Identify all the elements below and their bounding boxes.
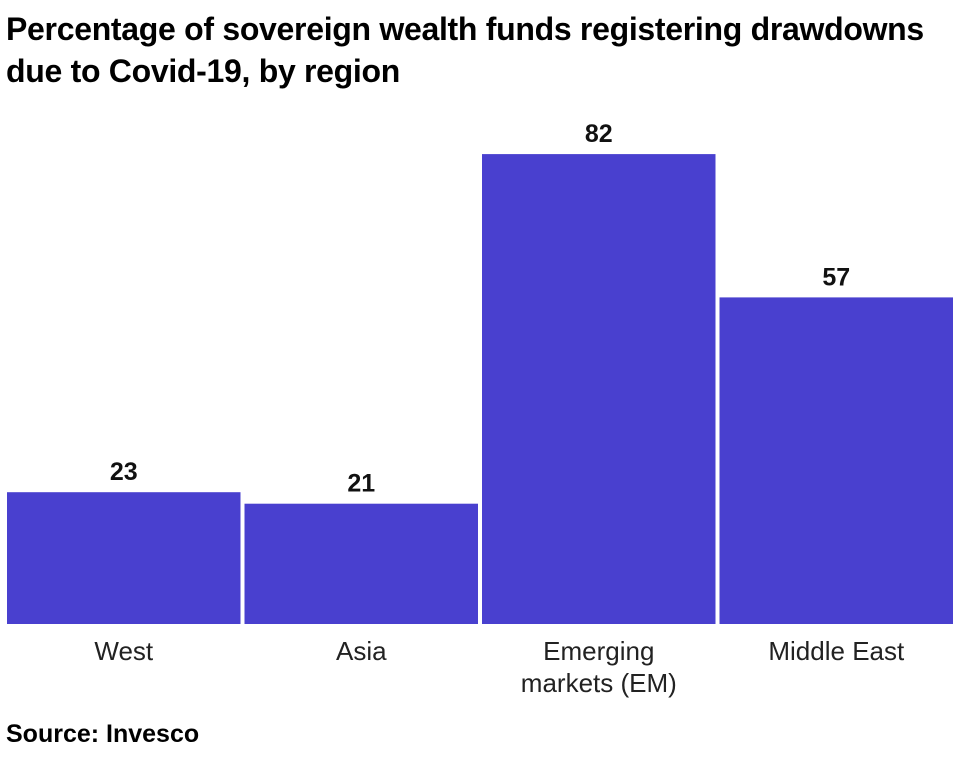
chart-title: Percentage of sovereign wealth funds reg… — [6, 11, 924, 89]
bar-west — [7, 492, 241, 624]
value-label: 57 — [822, 263, 850, 291]
value-labels-group: 23 21 82 57 — [110, 120, 850, 498]
value-label: 23 — [110, 458, 138, 486]
value-label: 82 — [585, 120, 613, 148]
source-note: Source: Invesco — [6, 720, 200, 748]
bar-middle-east — [719, 297, 953, 624]
value-label: 21 — [347, 470, 375, 498]
category-label: Emerging markets (EM) — [521, 636, 677, 698]
bar-asia — [244, 503, 478, 624]
category-label: West — [94, 636, 154, 666]
category-labels-group: West Asia Emerging markets (EM) Middle East — [94, 636, 905, 698]
bars-group — [7, 154, 953, 624]
bar-emerging-markets-em — [482, 154, 716, 624]
category-label: Asia — [336, 636, 387, 666]
category-label: Middle East — [768, 636, 905, 666]
